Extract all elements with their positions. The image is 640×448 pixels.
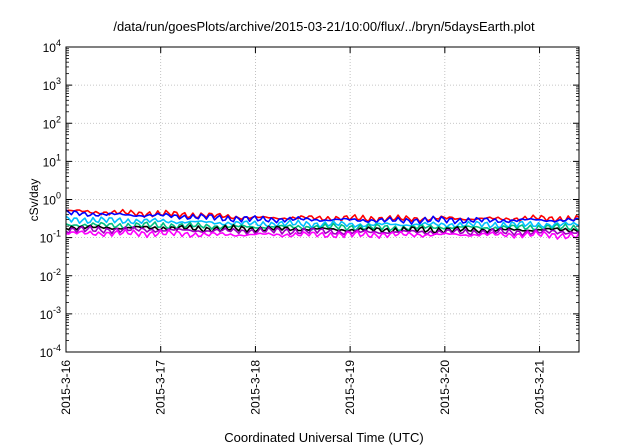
y-axis: 10-4 10-3 10-2 10-1 100 101 102 103 104 xyxy=(40,38,579,360)
y-tick-label: 10-2 xyxy=(40,267,61,284)
y-tick-label: 100 xyxy=(43,191,61,208)
y-tick-label: 101 xyxy=(43,152,61,169)
chart-title: /data/run/goesPlots/archive/2015-03-21/1… xyxy=(113,19,535,34)
series-line-3 xyxy=(65,215,580,229)
y-axis-label: cSv/day xyxy=(27,179,41,222)
series-line-4 xyxy=(65,221,580,233)
y-tick-label: 10-3 xyxy=(40,305,61,322)
x-tick-label: 2015-3-18 xyxy=(248,360,262,415)
series-lines xyxy=(65,208,580,240)
x-tick-label: 2015-3-16 xyxy=(59,360,73,415)
y-tick-label: 10-1 xyxy=(40,229,61,246)
series-line-2 xyxy=(65,209,580,225)
x-axis: 2015-3-16 2015-3-17 2015-3-18 2015-3-19 2015… xyxy=(59,47,547,415)
y-tick-label: 104 xyxy=(43,38,61,55)
series-line-7 xyxy=(65,228,580,240)
x-tick-label: 2015-3-21 xyxy=(533,360,547,415)
y-tick-label: 10-4 xyxy=(40,343,61,360)
series-line-6 xyxy=(65,225,580,237)
y-tick-label: 102 xyxy=(43,114,61,131)
x-tick-label: 2015-3-19 xyxy=(343,360,357,415)
x-tick-label: 2015-3-17 xyxy=(154,360,168,415)
y-tick-label: 103 xyxy=(43,76,61,93)
x-axis-label: Coordinated Universal Time (UTC) xyxy=(224,430,423,445)
x-tick-label: 2015-3-20 xyxy=(438,360,452,415)
